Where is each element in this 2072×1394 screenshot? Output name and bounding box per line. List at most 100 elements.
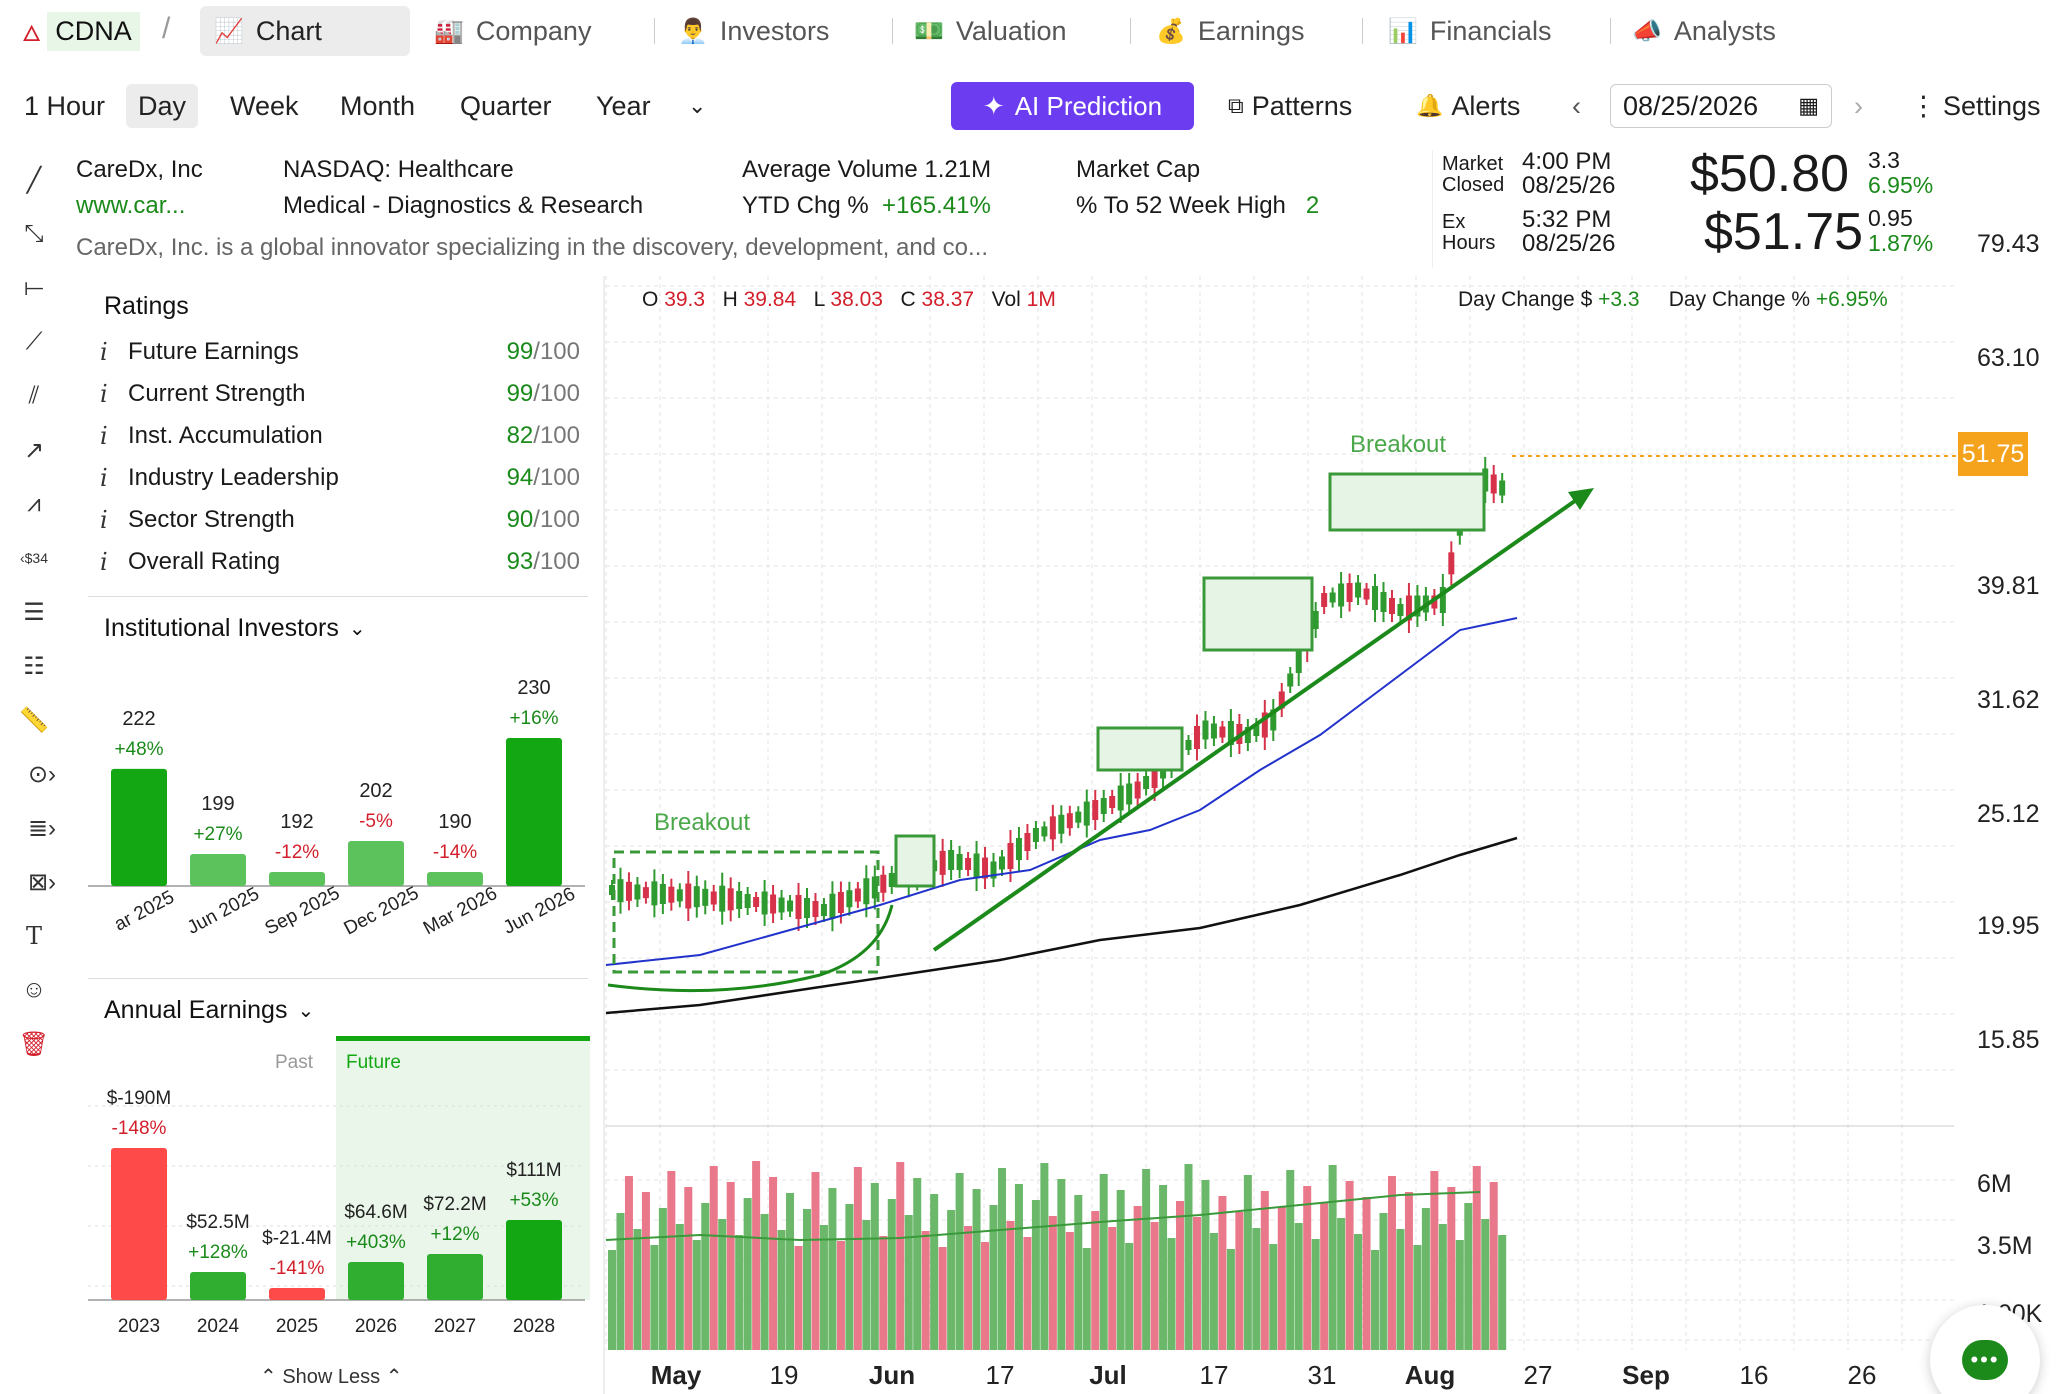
timeframe-week[interactable]: Week [230,90,299,121]
rating-value: 82/100 [506,422,580,449]
ai-prediction-button[interactable]: ✦ AI Prediction [951,82,1194,130]
annual-earnings-title[interactable]: Annual Earnings ⌄ [104,996,315,1024]
candle-body [795,895,802,919]
volume-bar [862,1220,871,1350]
segment-tool-icon[interactable]: ⟋ [25,328,43,355]
candle-body [1295,647,1302,673]
emoji-tool-icon[interactable]: ☺ [21,976,47,1003]
x-tick-label: 16 [1740,1360,1769,1390]
timeframe-more-chevron-icon[interactable]: ⌄ [688,93,707,118]
volume-bar [1209,1233,1218,1350]
fib-retracement-tool-icon[interactable]: ☰ [23,598,45,626]
volume-bar [1430,1171,1439,1350]
volume-bar [972,1189,981,1350]
volume-bar [997,1168,1006,1350]
volume-bar [1286,1170,1295,1350]
timeframe-year[interactable]: Year [596,90,651,121]
company-url[interactable]: www.car... [76,192,186,219]
date-picker[interactable]: 08/25/2026 ▦ [1610,84,1832,128]
inst-bar [269,872,325,886]
chat-icon: ••• [1962,1340,2008,1380]
earnings-bar [427,1254,483,1300]
info-icon[interactable]: i [100,422,108,450]
date-prev-chevron-icon[interactable]: ‹ [1572,90,1581,121]
volume-bar [845,1204,854,1350]
ray-tool-icon[interactable]: ⤡ [24,220,44,247]
volume-bar [904,1215,913,1350]
volume-bar [981,1242,990,1350]
fib-extension-tool-icon[interactable]: ☷ [23,652,45,680]
lines-tool-icon[interactable]: ≣› [27,814,57,842]
tab-chart[interactable]: 📈 Chart [200,6,410,56]
settings-button[interactable]: ⋮ Settings [1910,90,2041,121]
price-label-tool-icon[interactable]: ‹$34 [19,550,49,566]
timeframe-quarter[interactable]: Quarter [460,90,552,121]
earnings-change: +53% [509,1190,558,1211]
info-icon[interactable]: i [100,338,108,366]
info-icon[interactable]: i [100,506,108,534]
trendline-tool-icon[interactable]: ╱ [26,166,42,194]
info-icon[interactable]: i [100,464,108,492]
candle-body [1024,833,1031,851]
candle-body [617,879,624,903]
candle-body [820,904,827,916]
candle-body [1015,838,1022,860]
candle-body [880,874,887,893]
rating-row: i Sector Strength 90/100 [100,502,580,538]
candle-body [1499,480,1506,496]
trash-icon[interactable]: 🗑 [18,1030,50,1058]
timeframe-1hour[interactable]: 1 Hour [24,90,106,121]
megaphone-icon: 📣 [1632,17,1662,45]
circle-tool-icon[interactable]: ⊙› [27,760,57,788]
tab-valuation[interactable]: 💵 Valuation [914,15,1067,46]
inst-count: 202 [359,780,392,802]
volume-bar [819,1225,828,1350]
inst-bar [111,768,167,886]
polyline-tool-icon[interactable]: ⩘ [27,490,41,517]
earnings-amount: $52.5M [186,1212,249,1233]
tab-analysts[interactable]: 📣 Analysts [1632,15,1776,46]
calendar-icon: ▦ [1798,93,1819,118]
inst-bar [427,872,483,886]
ticker-badge[interactable]: 🜂 CDNA [22,8,140,54]
date-next-chevron-icon[interactable]: › [1854,90,1863,121]
timeframe-month[interactable]: Month [340,90,416,121]
volume-bar [760,1214,769,1350]
horizontal-line-tool-icon[interactable]: ⟝ [24,274,44,301]
x-tick-label: Jun [869,1360,915,1390]
patterns-button[interactable]: ⧉ Patterns [1228,90,1353,121]
candle-body [710,891,717,905]
timeframe-day[interactable]: Day [126,84,199,128]
info-icon[interactable]: i [100,548,108,576]
chat-button[interactable]: ••• [1930,1305,2040,1394]
ruler-tool-icon[interactable]: 📏 [19,706,49,734]
volume-bar [828,1188,837,1350]
tab-investors[interactable]: 👨‍💼 Investors [678,15,830,46]
show-less-link[interactable]: ⌃ Show Less ⌃ [260,1366,403,1388]
shape-tool-icon[interactable]: ⊠› [27,868,57,896]
rating-label: Future Earnings [128,338,299,365]
candle-body [1185,740,1192,750]
y-tick-label: 15.85 [1977,1026,2040,1054]
info-icon[interactable]: i [100,380,108,408]
base-pattern-box [612,850,880,974]
arrow-tool-icon[interactable]: ↗ [23,436,45,464]
text-tool-icon[interactable]: T [25,922,42,950]
sparkle-icon: ✦ [982,90,1005,121]
volume-bar [930,1194,939,1350]
tab-company[interactable]: 🏭 Company [434,15,592,46]
volume-bar [794,1246,803,1350]
volume-bar [1438,1224,1447,1350]
institutional-title[interactable]: Institutional Investors ⌄ [104,614,366,642]
volume-bar [1065,1232,1074,1350]
breakout-label: Breakout [1350,431,1446,458]
parallel-channel-tool-icon[interactable]: ⫽ [28,382,40,409]
candle-body [846,890,853,908]
volume-bar [726,1182,735,1350]
alerts-button[interactable]: 🔔 Alerts [1416,90,1521,121]
tab-financials[interactable]: 📊 Financials [1388,15,1552,46]
inst-change: +48% [114,739,163,760]
candle-body [1092,800,1099,820]
tab-earnings[interactable]: 💰 Earnings [1156,15,1305,46]
